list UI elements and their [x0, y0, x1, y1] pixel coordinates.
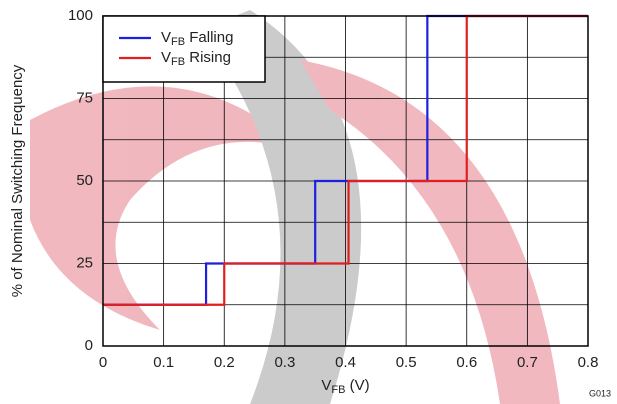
x-tick-label: 0	[99, 354, 107, 371]
x-tick-label: 0.4	[335, 354, 356, 371]
x-tick-label: 0.1	[153, 354, 174, 371]
x-tick-label: 0.3	[274, 354, 295, 371]
x-tick-label: 0.2	[214, 354, 235, 371]
y-tick-label: 100	[68, 7, 93, 24]
data-line	[103, 14, 588, 306]
legend-label: VFB Rising	[161, 49, 231, 68]
x-tick-label: 0.8	[578, 354, 599, 371]
x-tick-label: 0.7	[517, 354, 538, 371]
y-tick-label: 75	[76, 89, 93, 106]
legend-box	[102, 15, 266, 83]
x-tick-label: 0.5	[396, 354, 417, 371]
y-axis-label: % of Nominal Switching Frequency	[9, 64, 26, 297]
data-line	[103, 14, 588, 306]
y-tick-label: 50	[76, 172, 93, 189]
plot-frame	[102, 15, 589, 347]
watermark-shape	[200, 10, 362, 404]
watermark-shape	[30, 86, 300, 330]
y-tick-label: 25	[76, 254, 93, 271]
y-tick-label: 0	[85, 337, 93, 354]
legend-label: VFB Falling	[161, 29, 233, 48]
x-axis-label: VFB (V)	[321, 377, 369, 396]
watermark-shape	[300, 60, 560, 404]
watermark	[30, 10, 560, 404]
figure-id: G013	[589, 388, 611, 398]
x-tick-label: 0.6	[456, 354, 477, 371]
